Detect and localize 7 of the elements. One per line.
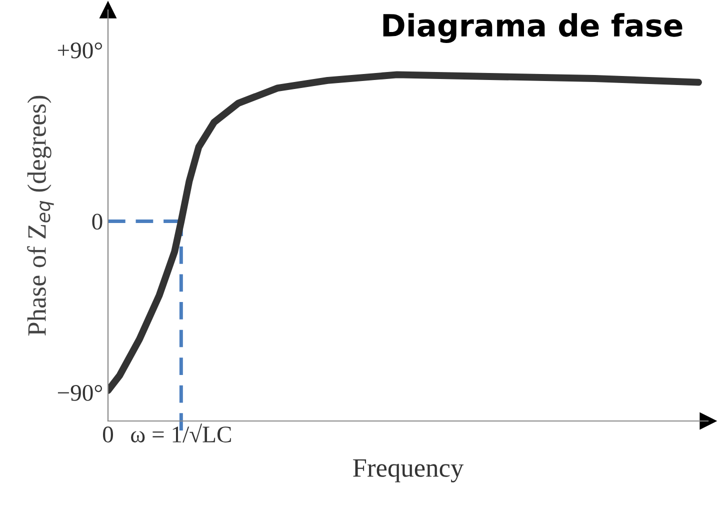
- y-tick-label: +90°: [58, 42, 102, 58]
- y-tick-label: 0: [92, 214, 102, 230]
- x-tick-label: ω = 1/√LC: [131, 424, 231, 442]
- y-tick-label: −90°: [58, 384, 102, 401]
- x-axis-title: Frequency: [353, 459, 464, 482]
- y-axis-title: Phase of Z$_{eq}$ (degrees): [27, 96, 54, 336]
- chart-title: Diagrama de fase: [383, 13, 682, 43]
